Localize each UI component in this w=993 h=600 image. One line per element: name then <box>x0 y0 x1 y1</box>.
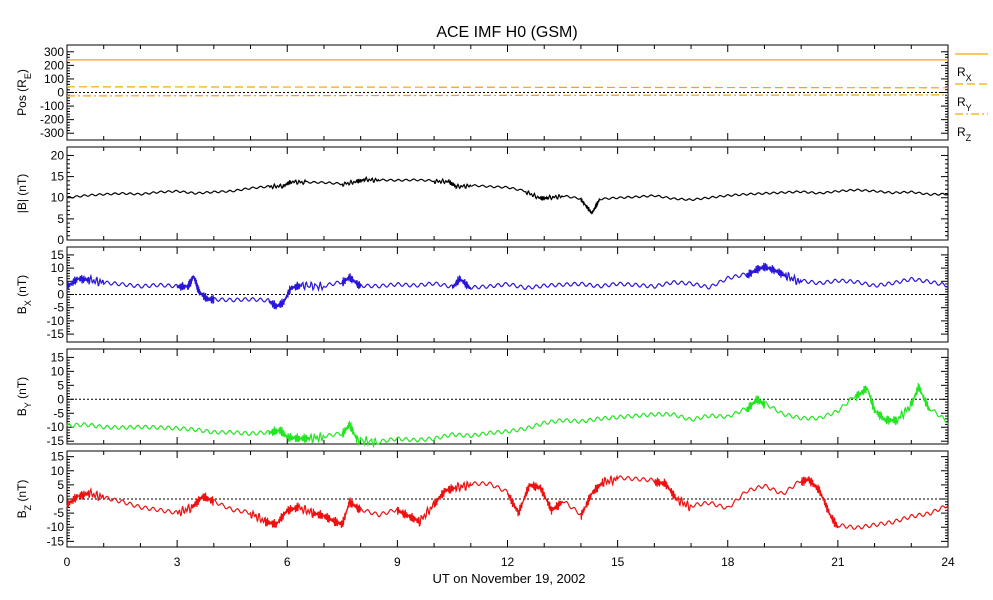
y-tick-label: 0 <box>57 86 64 100</box>
y-tick-label: 0 <box>57 233 64 247</box>
y-tick-label: 0 <box>57 492 64 506</box>
y-tick-label: -300 <box>40 126 64 140</box>
legend-label-main: R <box>957 65 966 79</box>
y-axis-label: Pos (RE) <box>15 69 33 116</box>
x-tick-label: 12 <box>501 555 515 569</box>
y-tick-label: -10 <box>47 520 65 534</box>
y-axis-label: BX (nT) <box>15 275 33 314</box>
y-tick-label: 15 <box>51 350 65 364</box>
y-axis-label-sub: Z <box>23 504 33 510</box>
series-line-bx <box>66 262 949 310</box>
y-tick-label: 5 <box>57 274 64 288</box>
y-axis-label-main: |B| (nT) <box>15 174 29 214</box>
x-axis-label: UT on November 19, 2002 <box>433 571 586 586</box>
y-tick-label: -5 <box>53 301 64 315</box>
x-tick-label: 15 <box>611 555 625 569</box>
y-axis-label: |B| (nT) <box>15 174 29 214</box>
legend-label-rz: RZ <box>957 125 972 143</box>
series-line-bz <box>66 474 949 530</box>
y-tick-label: -5 <box>53 506 64 520</box>
y-tick-label: 10 <box>51 261 65 275</box>
y-tick-label: -10 <box>47 420 65 434</box>
y-axis-label-sub: E <box>23 73 33 79</box>
y-axis-label-tail: (nT) <box>15 480 29 505</box>
y-tick-label: -15 <box>47 434 65 448</box>
legend-label-rx: RX <box>957 65 972 83</box>
y-tick-label: 5 <box>57 212 64 226</box>
y-axis-label-main: B <box>15 306 29 314</box>
y-axis-label: BY (nT) <box>15 377 33 416</box>
series-line-by <box>66 383 949 449</box>
y-tick-label: -100 <box>40 99 64 113</box>
y-tick-label: 200 <box>44 58 64 72</box>
y-tick-label: 15 <box>51 170 65 184</box>
y-axis-label-sub: X <box>23 300 33 306</box>
y-tick-label: 10 <box>51 464 65 478</box>
y-axis-label-main: B <box>15 408 29 416</box>
y-axis-label: BZ (nT) <box>15 480 33 519</box>
y-tick-label: -15 <box>47 327 65 341</box>
x-axis: 0 3 6 9 12 15 18 21 24 <box>64 555 955 569</box>
x-tick-label: 24 <box>941 555 955 569</box>
y-tick-label: 10 <box>51 364 65 378</box>
y-tick-label: 20 <box>51 148 65 162</box>
y-tick-label: -15 <box>47 534 65 548</box>
y-axis-label-main: B <box>15 510 29 518</box>
y-tick-label: 15 <box>51 450 65 464</box>
x-tick-label: 9 <box>394 555 401 569</box>
series-line-pos-ry <box>66 86 949 89</box>
y-tick-label: 100 <box>44 72 64 86</box>
y-axis-label-main: Pos (R <box>15 79 29 116</box>
legend-label-main: R <box>957 95 966 109</box>
legend-label-sub: X <box>966 73 972 83</box>
y-tick-label: -10 <box>47 314 65 328</box>
y-tick-label: 5 <box>57 478 64 492</box>
y-axis-label-tail: (nT) <box>15 275 29 300</box>
y-tick-label: 15 <box>51 248 65 262</box>
y-tick-label: 0 <box>57 392 64 406</box>
x-tick-label: 3 <box>174 555 181 569</box>
y-tick-label: 10 <box>51 191 65 205</box>
x-tick-label: 18 <box>721 555 735 569</box>
series-line-pos-rz <box>66 94 949 97</box>
legend-label-sub: Z <box>966 133 972 143</box>
y-axis-label-tail: ) <box>15 69 29 73</box>
y-tick-label: 5 <box>57 378 64 392</box>
legend-label-sub: Y <box>966 103 972 113</box>
x-tick-label: 0 <box>64 555 71 569</box>
y-tick-label: -5 <box>53 406 64 420</box>
x-tick-label: 21 <box>831 555 845 569</box>
y-axis-label-sub: Y <box>23 402 33 408</box>
legend-label-main: R <box>957 125 966 139</box>
panel-bmag: 20 15 10 5 0 |B| (nT) <box>15 146 949 247</box>
series-line-bmag <box>66 175 949 215</box>
y-axis-label-tail: (nT) <box>15 377 29 402</box>
y-tick-label: 0 <box>57 288 64 302</box>
x-tick-label: 6 <box>284 555 291 569</box>
y-tick-label: -200 <box>40 113 64 127</box>
legend-label-ry: RY <box>957 95 972 113</box>
y-tick-label: 300 <box>44 45 64 59</box>
chart-title: ACE IMF H0 (GSM) <box>436 24 577 41</box>
